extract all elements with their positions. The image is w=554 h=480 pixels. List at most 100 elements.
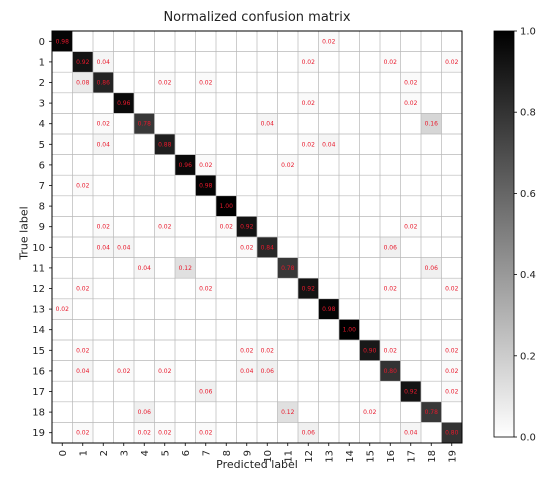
heatmap-cell	[154, 72, 175, 93]
heatmap-cell	[236, 340, 257, 361]
heatmap-cell	[134, 401, 155, 423]
x-tick-label: 2	[99, 450, 110, 456]
y-tick-label: 4	[39, 119, 45, 130]
cell-value-label: 0.02	[302, 59, 316, 66]
heatmap-cell	[298, 134, 319, 155]
cell-value-label: 0.04	[117, 244, 131, 251]
heatmap-cell	[441, 381, 462, 402]
cell-value-label: 0.02	[117, 368, 131, 375]
cell-value-label: 0.02	[384, 59, 398, 66]
cell-value-label: 0.02	[445, 368, 459, 375]
heatmap-cell	[72, 422, 93, 443]
cell-value-label: 0.02	[240, 244, 254, 251]
cell-value-label: 0.78	[138, 121, 152, 128]
heatmap-cell	[359, 340, 380, 361]
heatmap-cell	[277, 154, 298, 176]
cell-value-label: 0.02	[56, 306, 70, 313]
x-tick-label: 18	[427, 450, 438, 463]
cell-value-label: 0.08	[76, 80, 90, 87]
y-tick-label: 13	[32, 305, 45, 316]
cell-value-label: 0.80	[384, 368, 398, 375]
y-tick-label: 1	[39, 57, 45, 68]
cell-value-label: 0.12	[281, 409, 295, 416]
heatmap-cell	[52, 31, 73, 52]
heatmap-cell	[134, 113, 155, 134]
cell-value-label: 0.78	[281, 265, 295, 272]
heatmap-cell	[154, 216, 175, 237]
cell-value-label: 0.02	[158, 224, 172, 231]
cell-value-label: 0.02	[322, 38, 336, 45]
cell-value-label: 0.90	[363, 347, 377, 354]
cell-value-label: 0.06	[138, 409, 152, 416]
heatmap-cell	[93, 72, 114, 93]
x-tick-label: 14	[345, 450, 356, 463]
heatmap-cell	[154, 422, 175, 443]
y-tick-label: 14	[32, 325, 45, 336]
heatmap-cell	[113, 92, 134, 114]
heatmap-cell	[72, 360, 93, 382]
cell-value-label: 0.12	[179, 265, 193, 272]
y-tick-label: 11	[32, 263, 45, 274]
heatmap-cell	[257, 340, 278, 361]
heatmap-cell	[298, 51, 319, 73]
x-tick-label: 4	[140, 450, 151, 456]
heatmap-cell	[421, 257, 442, 279]
x-tick-label: 7	[201, 450, 212, 456]
cell-value-label: 0.02	[240, 347, 254, 354]
cell-value-label: 0.04	[322, 141, 336, 148]
x-tick-label: 11	[283, 450, 294, 463]
cell-value-label: 0.02	[76, 183, 90, 190]
x-tick-label: 15	[365, 450, 376, 463]
cell-value-label: 0.16	[425, 121, 439, 128]
cell-value-label: 0.02	[97, 224, 111, 231]
cell-value-label: 0.78	[425, 409, 439, 416]
heatmap-cell	[195, 154, 216, 176]
heatmap-cell	[380, 360, 401, 382]
heatmap-cell	[195, 72, 216, 93]
heatmap-cell	[93, 237, 114, 258]
heatmap-cell	[339, 319, 360, 340]
heatmap-cell	[380, 340, 401, 361]
y-tick-label: 16	[32, 366, 45, 377]
heatmap-cell	[72, 51, 93, 73]
y-tick-label: 9	[39, 222, 45, 233]
heatmap-cell	[380, 237, 401, 258]
heatmap-cell	[134, 422, 155, 443]
chart-title: Normalized confusion matrix	[163, 10, 351, 25]
y-tick-label: 6	[39, 160, 45, 171]
colorbar-tick-label: 0.6	[520, 189, 536, 200]
cell-value-label: 0.02	[199, 430, 213, 437]
y-tick-label: 19	[32, 428, 45, 439]
cell-value-label: 0.06	[302, 430, 316, 437]
heatmap-cell	[216, 216, 237, 237]
y-tick-label: 15	[32, 346, 45, 357]
heatmap-cell	[318, 134, 339, 155]
heatmap-cell	[236, 237, 257, 258]
y-axis-label: True label	[17, 206, 31, 260]
heatmap-cell	[441, 278, 462, 299]
cell-value-label: 0.02	[445, 286, 459, 293]
cell-value-label: 0.02	[158, 430, 172, 437]
heatmap-cell	[195, 422, 216, 443]
heatmap-cell	[298, 92, 319, 114]
x-tick-label: 16	[386, 450, 397, 463]
y-tick-label: 5	[39, 140, 45, 151]
heatmap-cell	[380, 51, 401, 73]
cell-value-label: 0.98	[56, 38, 70, 45]
heatmap-cell	[134, 257, 155, 279]
heatmap-cell	[318, 31, 339, 52]
cell-value-label: 0.04	[97, 59, 111, 66]
x-tick-label: 6	[181, 450, 192, 456]
y-tick-label: 0	[39, 37, 45, 48]
heatmap-cell	[52, 298, 73, 320]
x-tick-label: 8	[222, 450, 233, 456]
y-tick-label: 8	[39, 202, 45, 213]
cell-value-label: 0.02	[158, 80, 172, 87]
cell-value-label: 0.98	[322, 306, 336, 313]
heatmap-cell	[257, 237, 278, 258]
cell-value-label: 0.02	[404, 224, 418, 231]
heatmap-cell	[441, 51, 462, 73]
x-tick-label: 1	[78, 450, 89, 456]
heatmap-cell	[175, 154, 196, 176]
